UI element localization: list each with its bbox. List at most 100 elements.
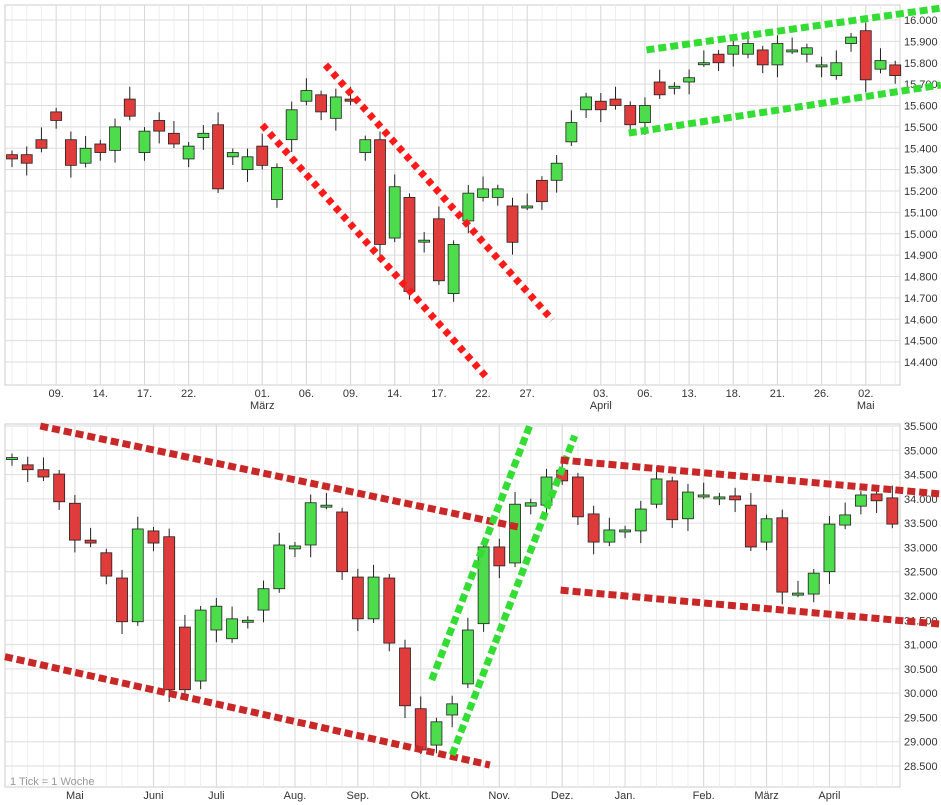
y-tick-label: 15.000 (904, 229, 938, 241)
y-tick-label: 16.000 (904, 15, 938, 27)
candle-body (116, 577, 128, 623)
candle-body (336, 511, 349, 573)
candle-body (100, 552, 113, 577)
y-tick-label: 15.300 (904, 165, 938, 177)
panel-weekly: 28.50029.00029.50030.00030.50031.00031.5… (4, 421, 941, 802)
candle-body (168, 132, 180, 145)
y-tick-label: 29.000 (904, 737, 938, 749)
candle-body (619, 529, 631, 533)
x-tick-label: 18. (726, 388, 741, 400)
candle-body (35, 139, 48, 149)
x-tick-label: 01. (255, 388, 270, 400)
candle-body (447, 244, 460, 294)
candle-body (179, 626, 191, 691)
candle-body (587, 513, 600, 543)
candle-body (37, 469, 50, 478)
candle-body (760, 518, 773, 543)
candle-body (6, 457, 18, 460)
candle-body (815, 64, 828, 68)
candle-body (653, 81, 666, 96)
candle-body (304, 502, 317, 546)
x-tick-label: Aug. (284, 790, 307, 802)
x-tick-label: 17. (431, 388, 446, 400)
candle-body (682, 491, 694, 520)
x-tick-label: 13. (681, 388, 696, 400)
candle-body (650, 478, 663, 505)
candle-body (493, 546, 506, 567)
candle-body (210, 605, 223, 631)
x-tick-label: Feb. (693, 790, 715, 802)
x-tick-label: Sep. (347, 790, 370, 802)
y-tick-label: 35.500 (904, 421, 938, 433)
candle-body (666, 480, 679, 521)
candle-body (399, 647, 411, 707)
y-tick-label: 14.400 (904, 357, 938, 369)
candle-body (609, 98, 622, 106)
x-tick-label: März (754, 790, 778, 802)
candle-body (870, 493, 883, 502)
candle-body (756, 49, 769, 66)
candle-body (509, 503, 521, 564)
candle-body (580, 96, 592, 111)
y-tick-label: 14.500 (904, 336, 938, 348)
candle-body (462, 192, 475, 222)
candle-body (550, 162, 563, 181)
candle-body (792, 592, 804, 596)
candle-body (668, 85, 681, 89)
candle-body (138, 130, 151, 153)
candle-body (461, 629, 474, 685)
candle-body (536, 179, 548, 203)
x-tick-label: April (818, 790, 840, 802)
y-tick-label: 28.500 (904, 761, 938, 773)
candle-body (289, 545, 301, 550)
x-tick-label: 06. (299, 388, 314, 400)
x-tick-label: 03. (593, 388, 608, 400)
y-tick-label: 29.500 (904, 712, 938, 724)
candle-body (521, 205, 534, 209)
candle-body (854, 494, 867, 507)
y-tick-label: 15.100 (904, 207, 938, 219)
candle-body (697, 62, 710, 66)
y-tick-label: 30.000 (904, 688, 938, 700)
candle-body (359, 139, 372, 153)
candle-body (131, 528, 144, 623)
candle-body (273, 544, 286, 590)
candle-body (53, 473, 66, 503)
candle-body (742, 43, 754, 55)
candle-body (418, 239, 431, 243)
candle-body (197, 132, 210, 138)
candle-body (565, 122, 578, 143)
candle-body (388, 186, 401, 239)
candle-body (786, 49, 799, 53)
x-tick-label: Okt. (411, 790, 431, 802)
y-tick-label: 15.900 (904, 36, 938, 48)
x-tick-label: 21. (770, 388, 785, 400)
candle-body (491, 188, 504, 198)
candle-body (79, 147, 92, 164)
candle-body (432, 218, 445, 282)
trend-line-green (448, 434, 579, 757)
y-tick-label: 14.600 (904, 314, 938, 326)
y-tick-label: 32.500 (904, 567, 938, 579)
candle-body (683, 77, 696, 83)
candle-body (241, 619, 254, 623)
candle-body (594, 100, 607, 111)
candle-body (109, 126, 121, 151)
candle-body (212, 124, 224, 190)
trend-line-green (628, 81, 941, 137)
candle-body (776, 517, 789, 593)
x-tick-label: 17. (137, 388, 152, 400)
candle-body (446, 703, 459, 716)
candle-body (271, 167, 283, 200)
trend-line-red (259, 122, 492, 383)
x-tick-label: 14. (387, 388, 402, 400)
candle-body (194, 609, 207, 682)
trend-line-red (322, 62, 555, 323)
candle-body (226, 152, 239, 158)
y-tick-label: 30.500 (904, 664, 938, 676)
y-tick-label: 34.000 (904, 494, 938, 506)
candle-body (477, 188, 489, 198)
candle-body (50, 111, 63, 121)
trend-line-red (560, 586, 941, 628)
x-tick-label: Mai (66, 790, 84, 802)
